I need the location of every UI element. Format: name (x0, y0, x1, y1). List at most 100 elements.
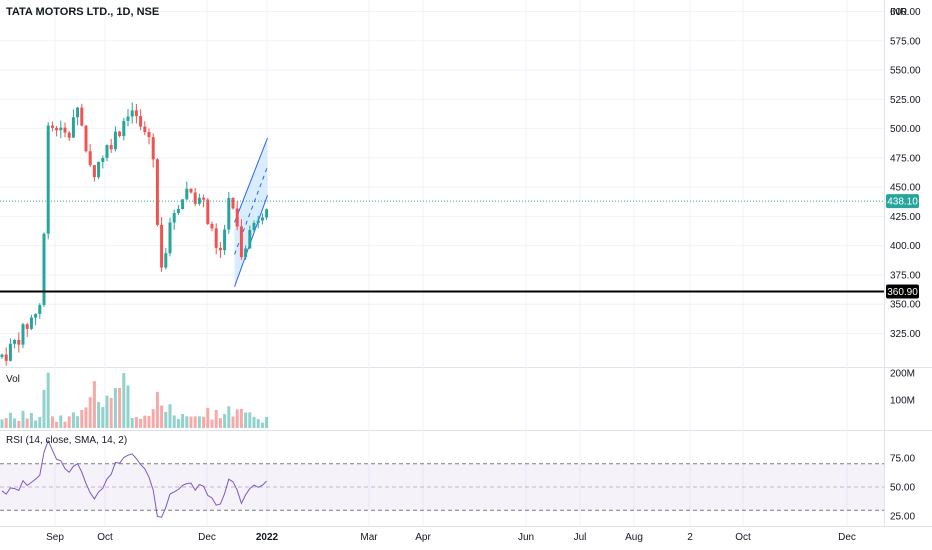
volume-bar (244, 412, 248, 428)
volume-tick-label: 200M (890, 369, 915, 380)
time-axis[interactable]: Sep Oct Dec 2022 Mar Apr Jun Jul Aug 2 Oct Dec (46, 532, 856, 543)
candle (109, 138, 113, 153)
candle (92, 164, 96, 182)
candle-body (21, 324, 25, 345)
candle-body (42, 233, 46, 306)
candle (59, 120, 63, 139)
price-tick-label: 450.00 (890, 183, 921, 194)
volume-bar (176, 419, 180, 428)
candle-body (92, 165, 96, 178)
candle (97, 161, 101, 180)
volume-bar (218, 418, 222, 428)
candle (105, 144, 109, 162)
candle-body (202, 197, 206, 200)
candlestick-series (0, 102, 269, 366)
volume-bar (34, 420, 38, 428)
volume-bar (160, 405, 164, 428)
candle (172, 209, 176, 230)
volume-bar (4, 418, 8, 428)
volume-bar (189, 416, 193, 428)
candle (50, 121, 54, 132)
time-tick-label: Dec (198, 532, 216, 543)
candle (8, 338, 12, 362)
rsi-line (1, 439, 267, 518)
price-pane[interactable] (0, 102, 884, 366)
candle (143, 121, 147, 136)
volume-bar (147, 416, 151, 428)
candle-body (109, 145, 113, 150)
volume-bar (252, 416, 256, 428)
volume-bar (8, 412, 12, 428)
candle (21, 322, 25, 349)
volume-bar (17, 421, 21, 428)
rsi-axis[interactable]: 75.00 50.00 25.00 (890, 454, 915, 523)
candle-body (164, 253, 168, 268)
volume-bar (193, 416, 197, 428)
volume-bar (118, 388, 122, 428)
volume-bar (88, 397, 92, 428)
volume-bar (84, 407, 88, 428)
candle-body (0, 354, 4, 357)
candle-body (248, 229, 252, 249)
time-tick-label: Aug (625, 532, 643, 543)
volume-bar (76, 416, 80, 428)
symbol-title[interactable]: TATA MOTORS LTD., 1D, NSE (6, 6, 159, 18)
price-tick-label: 550.00 (890, 66, 921, 77)
candle (46, 122, 50, 240)
candle-body (151, 137, 155, 160)
volume-axis[interactable]: 200M 100M (890, 369, 915, 407)
channel-upper-line (234, 137, 268, 223)
rsi-tick-label: 50.00 (890, 483, 915, 494)
candle (202, 194, 206, 208)
price-tick-label: 325.00 (890, 329, 921, 340)
volume-bar (55, 421, 59, 428)
candle-body (101, 157, 105, 162)
candle (4, 347, 8, 366)
candle-body (168, 222, 172, 254)
candle (55, 125, 59, 137)
candle (210, 221, 214, 232)
volume-bar (122, 373, 126, 428)
volume-pane[interactable] (0, 372, 269, 428)
candle-body (143, 126, 147, 133)
rsi-pane[interactable] (0, 439, 884, 518)
candle-body (38, 305, 42, 314)
candle-body (193, 192, 197, 204)
volume-bar (13, 418, 17, 428)
candle (160, 216, 164, 272)
rsi-tick-label: 25.00 (890, 512, 915, 523)
candle (256, 215, 260, 229)
candle (155, 157, 159, 227)
rsi-tick-label: 75.00 (890, 454, 915, 465)
candle-body (197, 197, 201, 204)
volume-bar (50, 416, 54, 428)
candle-body (4, 354, 8, 361)
currency-label: INR (890, 7, 907, 18)
volume-bar (71, 412, 75, 428)
candle-body (17, 340, 21, 345)
candle (223, 224, 227, 255)
candle-body (176, 209, 180, 214)
price-tick-label: 425.00 (890, 212, 921, 223)
support-level-value: 360.90 (887, 287, 918, 298)
price-tick-label: 375.00 (890, 270, 921, 281)
price-tick-label: 600.00 (890, 7, 921, 18)
candle-body (147, 132, 151, 138)
candle (126, 109, 130, 127)
volume-bar (42, 389, 46, 428)
price-tick-label: 525.00 (890, 95, 921, 106)
time-tick-label: 2022 (256, 532, 279, 543)
candle (122, 117, 126, 141)
volume-bar (101, 407, 105, 428)
price-tick-label: 575.00 (890, 36, 921, 47)
volume-bar (235, 409, 239, 428)
price-axis[interactable]: 600.00 575.00 550.00 525.00 500.00 475.00 450.… (890, 7, 921, 340)
volume-bar (185, 416, 189, 428)
candle-body (80, 107, 84, 126)
volume-bar (139, 418, 143, 428)
volume-bar (126, 385, 130, 428)
last-price-value: 438.10 (887, 197, 918, 208)
candle (67, 130, 71, 141)
parallel-channel[interactable] (234, 137, 268, 287)
